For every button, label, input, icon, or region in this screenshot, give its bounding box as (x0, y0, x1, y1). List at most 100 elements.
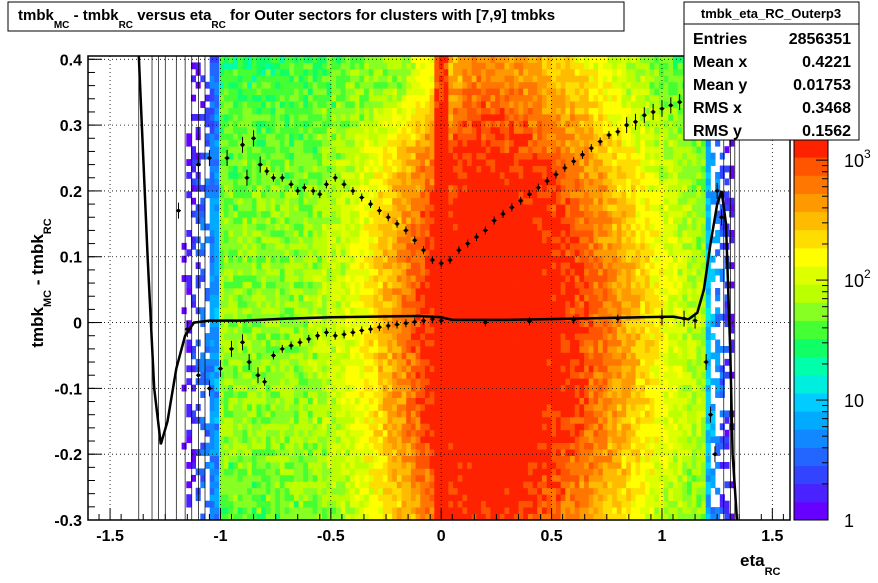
heatmap-cell (359, 81, 365, 89)
heatmap-cell (364, 404, 370, 411)
heatmap-cell (289, 178, 295, 186)
heatmap-cell (513, 300, 519, 308)
heatmap-cell (293, 281, 299, 289)
heatmap-cell (387, 294, 393, 302)
heatmap-cell (200, 358, 206, 366)
heatmap-cell (485, 365, 491, 373)
heatmap-cell (518, 346, 524, 353)
heatmap-cell (420, 165, 426, 173)
heatmap-cell (331, 487, 337, 495)
heatmap-cell (504, 255, 510, 263)
heatmap-cell (214, 236, 220, 244)
heatmap-cell (326, 462, 332, 469)
heatmap-cell (284, 146, 290, 154)
heatmap-cell (307, 68, 314, 76)
heatmap-cell (261, 210, 267, 218)
heatmap-cell (457, 442, 463, 450)
heatmap-cell (443, 423, 449, 431)
heatmap-cell (509, 191, 515, 199)
heatmap-cell (518, 146, 524, 154)
heatmap-cell (471, 114, 477, 121)
heatmap-cell (345, 268, 351, 276)
heatmap-cell (289, 268, 295, 276)
heatmap-cell (237, 442, 243, 450)
heatmap-cell (303, 416, 309, 424)
heatmap-cells (88, 56, 790, 521)
heatmap-cell (326, 371, 332, 379)
heatmap-cell (462, 223, 468, 231)
heatmap-cell (504, 133, 510, 141)
heatmap-cell (401, 133, 407, 141)
heatmap-cell (340, 300, 346, 308)
heatmap-cell (289, 339, 295, 347)
heatmap-cell (256, 94, 262, 102)
heatmap-cell (345, 468, 351, 476)
heatmap-cell (340, 197, 346, 205)
heatmap-cell (256, 333, 262, 340)
heatmap-cell (509, 81, 515, 89)
heatmap-cell (354, 371, 360, 379)
heatmap-cell (209, 416, 215, 424)
heatmap-cell (373, 358, 379, 366)
heatmap-cell (382, 365, 388, 373)
heatmap-cell (481, 474, 487, 482)
heatmap-cell (317, 397, 323, 405)
heatmap-cell (242, 101, 248, 108)
heatmap-cell (415, 468, 421, 476)
heatmap-cell (495, 313, 501, 321)
heatmap-cell (242, 165, 248, 173)
heatmap-cell (368, 487, 374, 495)
heatmap-cell (293, 404, 299, 411)
heatmap-cell (228, 462, 234, 469)
heatmap-cell (275, 352, 281, 360)
heatmap-cell (467, 275, 473, 282)
heatmap-cell (289, 346, 295, 353)
heatmap-cell (312, 429, 318, 437)
heatmap-cell (307, 133, 314, 141)
heatmap-cell (298, 462, 304, 469)
heatmap-cell (317, 487, 323, 495)
heatmap-cell (317, 242, 323, 250)
heatmap-cell (387, 423, 393, 431)
heatmap-cell (326, 481, 332, 489)
heatmap-cell (209, 307, 215, 315)
heatmap-cell (364, 455, 370, 463)
heatmap-cell (406, 474, 412, 482)
heatmap-cell (293, 416, 299, 424)
heatmap-cell (490, 378, 496, 386)
heatmap-cell (453, 500, 459, 508)
heatmap-cell (303, 107, 309, 115)
heatmap-cell (307, 236, 314, 244)
heatmap-cell (434, 371, 440, 379)
heatmap-cell (205, 294, 211, 302)
heatmap-cell (467, 378, 473, 386)
heatmap-cell (467, 300, 473, 308)
heatmap-cell (499, 423, 505, 431)
heatmap-cell (368, 68, 374, 76)
heatmap-cell (284, 275, 290, 282)
heatmap-cell (434, 94, 440, 102)
heatmap-cell (504, 249, 510, 257)
heatmap-cell (368, 281, 374, 289)
heatmap-cell (233, 120, 239, 128)
heatmap-cell (453, 114, 459, 121)
heatmap-cell (504, 101, 510, 108)
heatmap-cell (504, 513, 510, 521)
heatmap-cell (214, 352, 220, 360)
heatmap-cell (298, 384, 304, 392)
heatmap-cell (457, 242, 463, 250)
heatmap-cell (499, 468, 505, 476)
heatmap-cell (247, 384, 253, 392)
heatmap-cell (513, 133, 519, 141)
heatmap-cell (387, 152, 393, 160)
heatmap-cell (265, 165, 271, 173)
heatmap-cell (410, 210, 416, 218)
heatmap-cell (336, 294, 342, 302)
heatmap-cell (518, 268, 524, 276)
heatmap-cell (256, 249, 262, 257)
heatmap-cell (223, 384, 229, 392)
heatmap-cell (219, 101, 225, 108)
heatmap-cell (279, 391, 285, 398)
heatmap-cell (401, 391, 407, 398)
heatmap-cell (513, 94, 519, 102)
